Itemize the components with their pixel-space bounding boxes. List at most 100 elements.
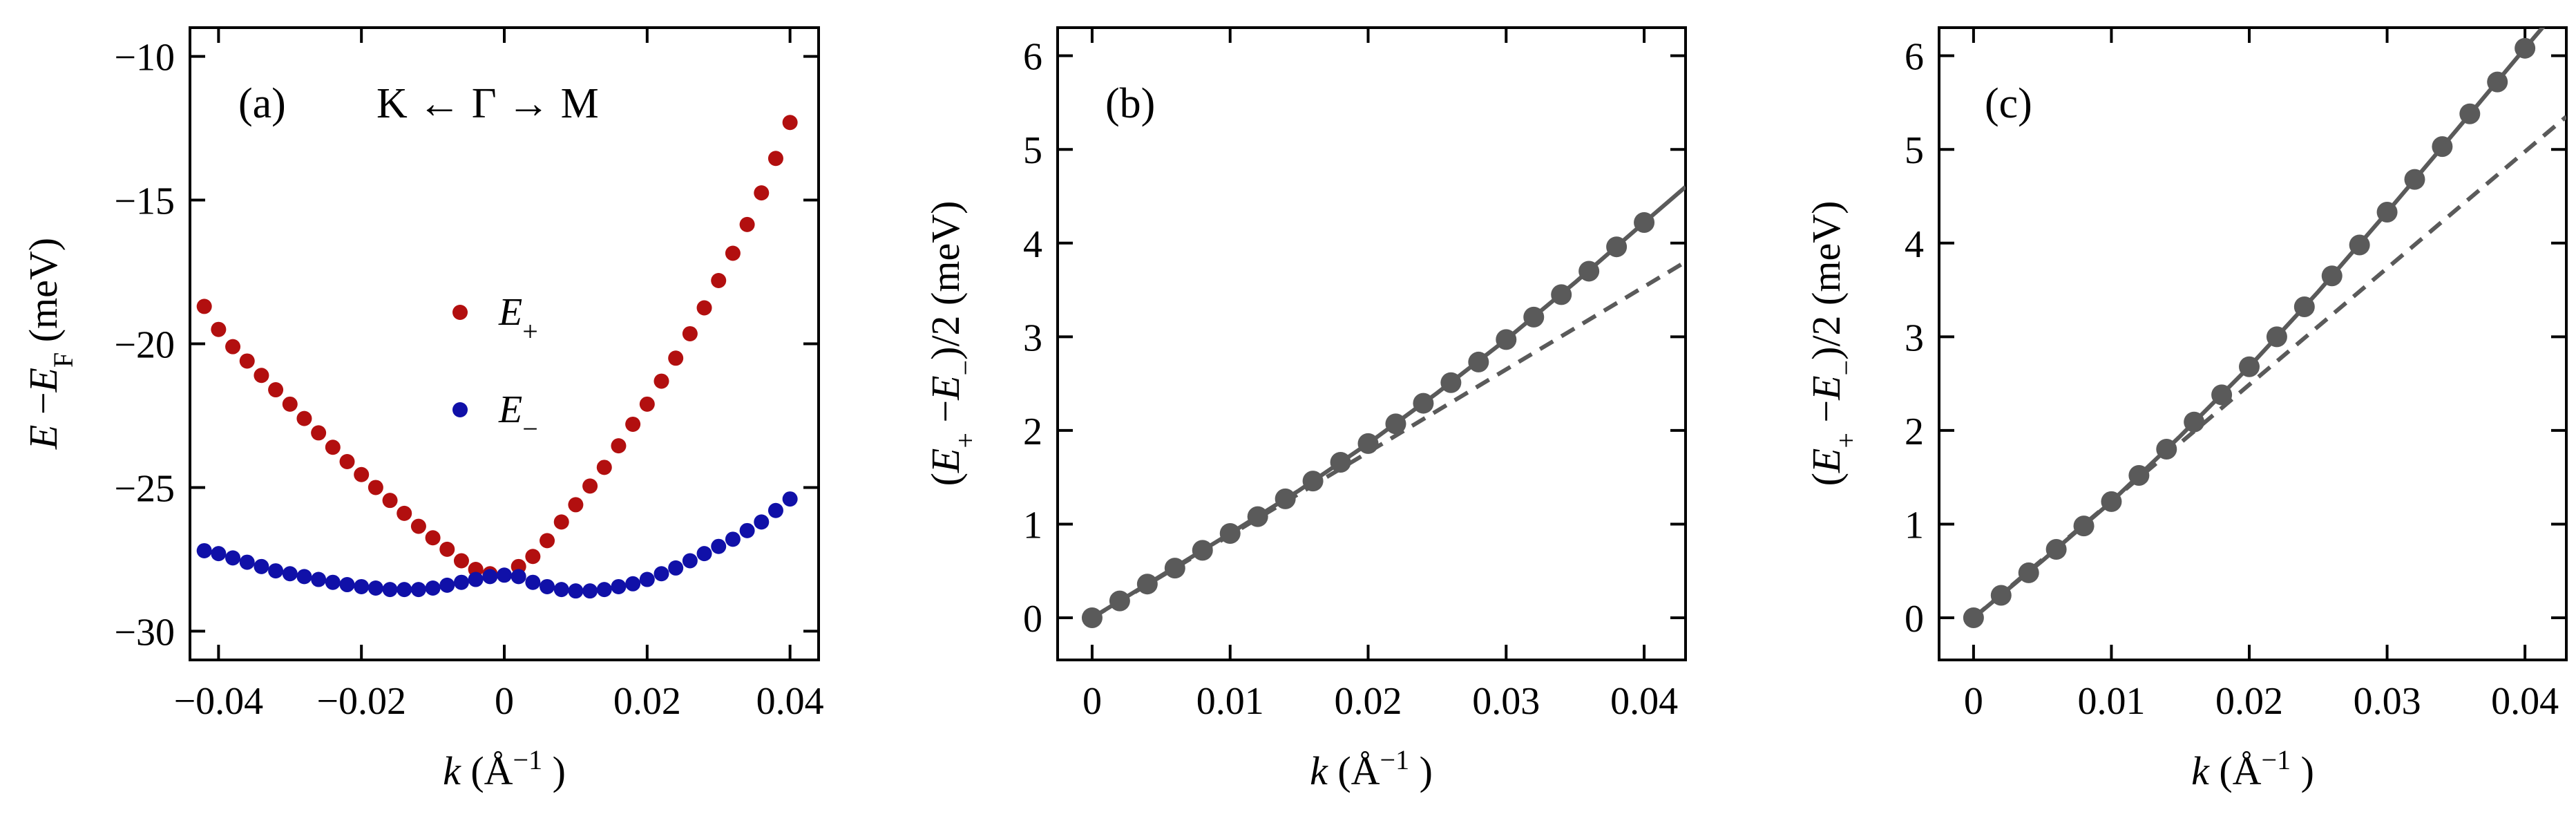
data-point-e-plus [596,460,612,475]
data-point-e-minus [540,578,555,594]
data-point-e-plus [282,396,298,412]
y-tick-label: −10 [114,37,175,79]
data-point-e-minus [211,546,227,562]
data-point-e-minus [196,542,212,558]
x-tick-label: 0.03 [2354,680,2421,723]
x-tick-label: 0 [1964,680,1983,723]
data-point-e-minus [739,522,755,538]
axis-ticks: −0.04 −0.02 0 0.02 0.04 −30 −25 −20 −15 −10 [114,28,824,723]
data-point-e-minus [468,571,484,587]
data-point-e-minus [725,531,741,547]
data-point-e-plus [582,478,598,494]
data-point-data [1413,393,1434,414]
data-marks [1081,185,1686,628]
data-point-data [1990,585,2012,606]
data-point-data [1330,451,1351,473]
data-point-e-minus [596,582,612,598]
legend-marker-e-plus [452,305,468,320]
data-point-e-plus [439,541,455,557]
data-point-e-plus [568,497,584,513]
y-tick-label: 2 [1905,410,1924,453]
data-point-e-plus [254,368,269,384]
data-point-e-plus [397,505,412,521]
panel-c: 0 0.01 0.02 0.03 0.04 0 1 2 3 4 5 6 (c) (E+ −E−)/2 … [1804,26,2568,794]
data-point-data [2156,439,2177,460]
data-point-data [1275,488,1296,509]
data-point-data [1578,261,1600,282]
x-tick-label: 0.01 [1196,680,1264,723]
x-tick-label: 0.04 [756,680,824,723]
data-point-data [2101,491,2122,512]
data-point-e-plus [739,216,755,232]
data-point-e-plus [668,350,684,366]
data-point-data [1634,211,1655,233]
y-tick-label: −25 [114,467,175,510]
data-point-data [2376,202,2398,223]
data-point-data [1192,540,1213,561]
data-point-data [2487,71,2508,93]
data-point-e-minus [668,560,684,576]
x-tick-label: 0.04 [1610,680,1678,723]
x-tick-label: 0.02 [613,680,681,723]
y-tick-label: 3 [1905,316,1924,359]
data-point-e-minus [482,569,498,585]
data-point-data [1357,433,1379,454]
data-point-data [2266,326,2287,348]
data-point-data [1247,506,1268,527]
panel-label: (c) [1985,80,2032,127]
legend-marker-e-minus [452,402,468,417]
data-point-e-minus [382,582,398,598]
x-tick-label: −0.04 [174,680,264,723]
data-marks [1963,28,2566,628]
data-point-e-plus [782,115,798,131]
data-point-data [2073,516,2095,537]
data-point-e-plus [325,439,341,455]
y-tick-label: 1 [1023,504,1042,547]
data-point-e-minus [696,546,712,562]
data-point-e-minus [425,580,441,596]
data-point-e-minus [511,569,526,585]
plot-frame [1938,26,2568,661]
data-point-e-minus [682,553,698,569]
x-tick-label: 0.01 [2077,680,2145,723]
data-point-data [2184,411,2205,433]
y-tick-label: 0 [1023,598,1042,641]
axis-ticks: 0 0.01 0.02 0.03 0.04 0 1 2 3 4 5 6 [1905,28,2566,723]
legend-entry-e-plus: E+ [498,291,538,347]
x-axis-title: k (Å−1 ) [443,744,566,794]
y-tick-label: −15 [114,180,175,223]
data-point-data [1219,523,1241,544]
data-point-e-plus [368,480,383,495]
data-point-e-plus [268,382,284,398]
x-tick-label: 0 [1082,680,1102,723]
data-point-e-minus [225,550,241,566]
data-point-data [2432,136,2453,158]
data-point-e-plus [611,438,627,454]
x-tick-label: 0.04 [2491,680,2559,723]
data-point-e-plus [682,325,698,341]
data-point-data [1496,329,1517,350]
panel-label: (a) [238,80,286,127]
data-point-e-minus [553,582,569,598]
data-point-data [1551,284,1572,305]
panel-a: −0.04 −0.02 0 0.02 0.04 −30 −25 −20 −15 −10 (a) K… [21,26,824,794]
y-tick-label: 2 [1023,410,1042,453]
panel-b: 0 0.01 0.02 0.03 0.04 0 1 2 3 4 5 6 (b) (E+ −E−)/2 … [923,26,1687,793]
series-line-fit [1972,28,2546,620]
data-point-e-plus [767,151,783,167]
data-point-data [2321,265,2343,287]
y-tick-label: 6 [1023,36,1042,79]
y-tick-label: 5 [1905,129,1924,172]
data-point-e-minus [239,554,255,570]
y-tick-label: 3 [1023,316,1042,359]
data-point-e-plus [754,185,770,201]
data-point-e-minus [568,583,584,599]
data-point-e-minus [268,563,284,579]
panel-label: (b) [1105,80,1155,127]
data-point-e-minus [754,514,770,530]
data-point-e-minus [453,574,469,590]
x-axis-title: k (Å−1 ) [2191,744,2314,794]
data-point-data [2459,103,2481,124]
y-axis-title: (E+ −E−)/2 (meV) [923,201,981,486]
